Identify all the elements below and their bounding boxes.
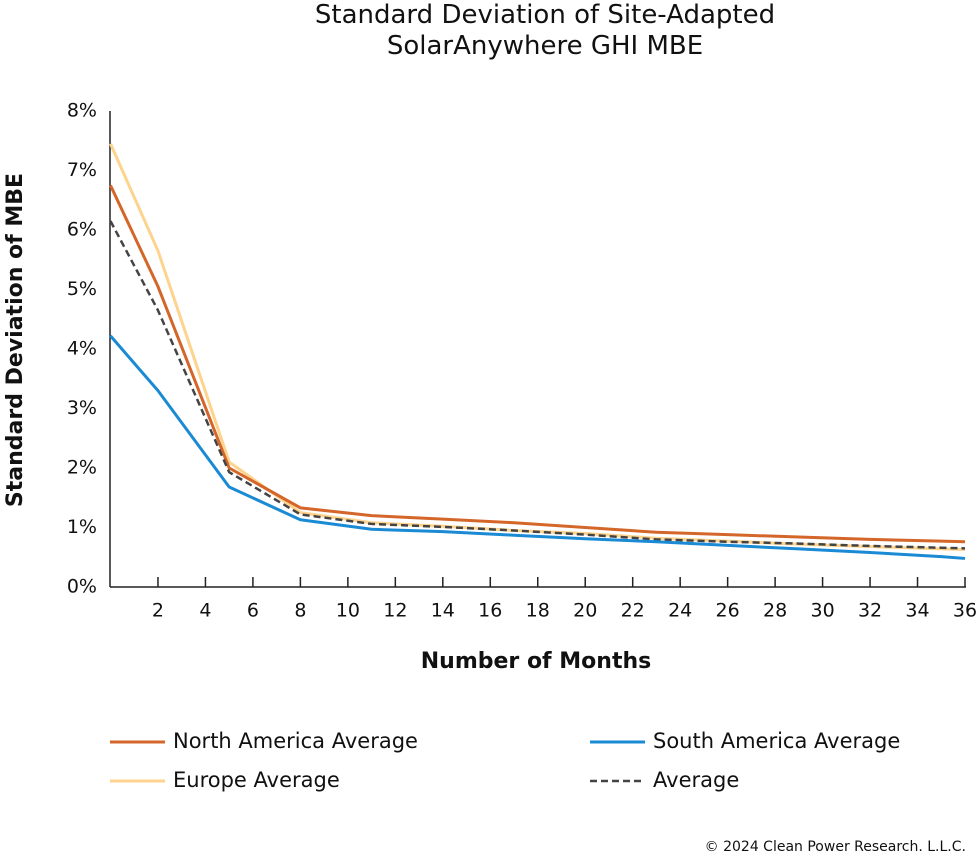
- x-tick-label: 4: [199, 600, 211, 622]
- legend-label: North America Average: [173, 729, 418, 753]
- y-tick-label: 8%: [67, 100, 97, 122]
- y-tick-label: 6%: [67, 219, 97, 241]
- series-line: [109, 220, 966, 550]
- x-tick-label: 26: [716, 600, 740, 622]
- x-axis-label: Number of Months: [421, 649, 651, 674]
- y-tick-label: 3%: [67, 397, 97, 419]
- x-tick-label: 8: [294, 600, 306, 622]
- y-tick-label: 0%: [67, 576, 97, 598]
- x-tick-label: 30: [810, 600, 834, 622]
- series-line: [109, 184, 966, 544]
- x-tick-label: 28: [763, 600, 787, 622]
- y-tick-label: 7%: [67, 159, 97, 181]
- y-axis-label: Standard Deviation of MBE: [3, 173, 28, 507]
- y-tick-label: 1%: [67, 516, 97, 538]
- chart-title: Standard Deviation of Site-Adapted Solar…: [314, 0, 776, 61]
- x-tick-label: 34: [905, 600, 929, 622]
- legend-label: Europe Average: [173, 768, 340, 792]
- x-tick-label: 6: [247, 600, 259, 622]
- x-tick-label: 18: [526, 600, 550, 622]
- x-tick-label: 16: [478, 600, 502, 622]
- x-tick-label: 32: [858, 600, 882, 622]
- x-tick-label: 24: [668, 600, 692, 622]
- y-tick-label: 4%: [67, 338, 97, 360]
- x-tick-label: 36: [953, 600, 977, 622]
- x-tick-label: 12: [383, 600, 407, 622]
- legend-label: Average: [653, 768, 739, 792]
- x-tick-label: 22: [621, 600, 645, 622]
- x-tick-label: 2: [152, 600, 164, 622]
- y-tick-label: 5%: [67, 278, 97, 300]
- series-line: [109, 143, 966, 552]
- y-tick-label: 2%: [67, 457, 97, 479]
- series-line: [109, 334, 966, 560]
- x-tick-label: 10: [336, 600, 360, 622]
- x-tick-label: 14: [431, 600, 455, 622]
- footer: © 2024 Clean Power Research. L.L.C.: [705, 839, 966, 855]
- x-tick-label: 20: [573, 600, 597, 622]
- legend-label: South America Average: [653, 729, 900, 753]
